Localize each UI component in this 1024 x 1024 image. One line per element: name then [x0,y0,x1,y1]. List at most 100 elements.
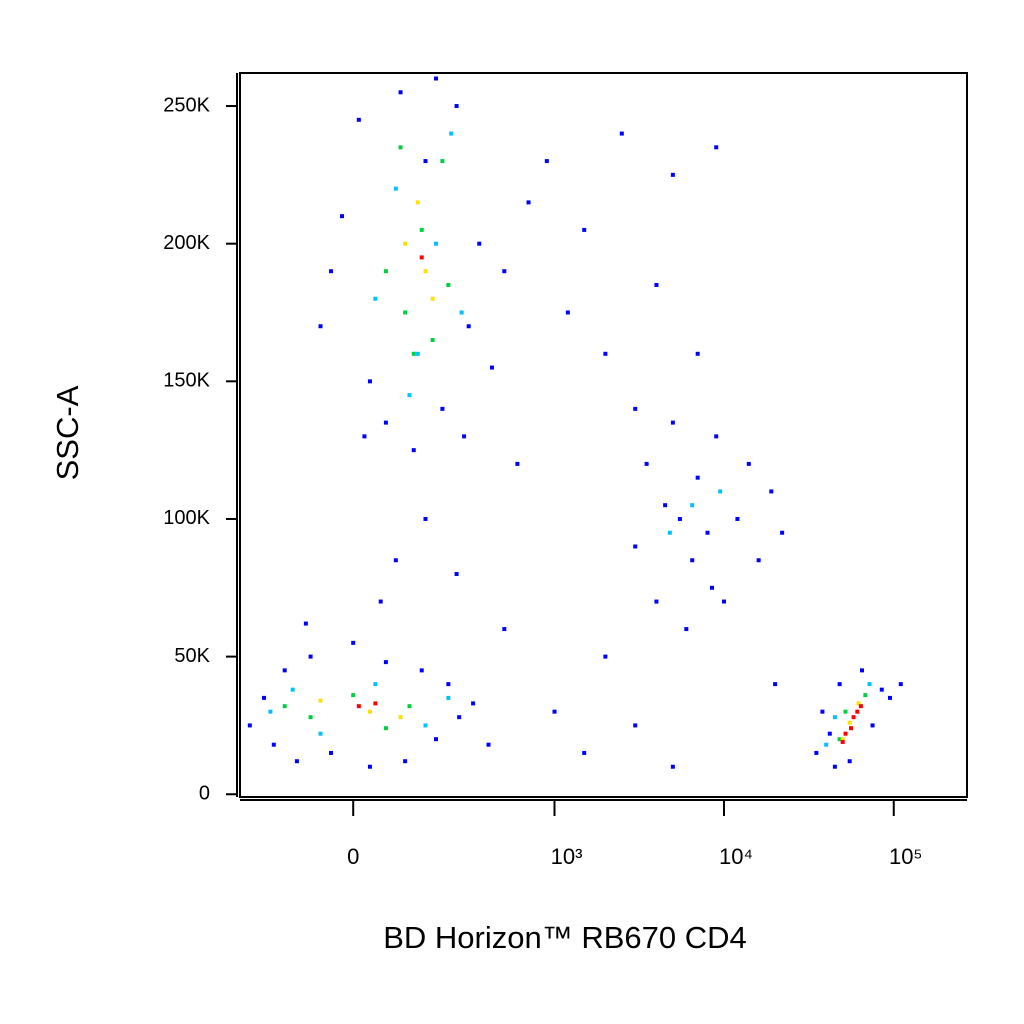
dot [721,599,726,604]
dot [423,723,428,728]
dot [351,693,356,698]
dot [663,503,668,508]
dot [440,406,445,411]
dot [515,461,520,466]
dot [837,682,842,687]
dot [415,351,420,356]
dot [434,241,439,246]
dot [827,731,832,736]
dot [709,585,714,590]
dot [552,709,557,714]
dot [403,241,408,246]
dot [856,701,861,706]
dot [832,715,837,720]
dot [855,709,860,714]
dot [633,406,638,411]
dot [367,379,372,384]
dot [329,750,334,755]
dot [619,131,624,136]
dot [840,737,845,742]
dot [303,621,308,626]
dot [859,668,864,673]
dot [670,172,675,177]
dot [440,159,445,164]
dot [870,723,875,728]
dot [714,434,719,439]
dot [887,695,892,700]
dot [746,461,751,466]
dot [633,723,638,728]
dot [262,695,267,700]
dot [843,731,848,736]
dot [430,296,435,301]
dot [454,104,459,109]
dot [318,324,323,329]
dot [462,434,467,439]
x-tick-label: 10⁴ [719,844,753,869]
dot [423,269,428,274]
dot [415,200,420,205]
dot [837,737,842,742]
dot [446,282,451,287]
dot [858,704,863,709]
dot [373,682,378,687]
dot [383,726,388,731]
x-tick-label: 10³ [551,844,583,869]
dot [268,709,273,714]
dot [403,759,408,764]
dot [582,750,587,755]
dot [773,682,778,687]
dot [851,715,856,720]
dot [356,117,361,122]
dot [879,687,884,692]
dot [454,572,459,577]
dot [769,489,774,494]
dot [582,227,587,232]
dot [847,720,852,725]
dot [407,393,412,398]
dot [466,324,471,329]
dot [820,709,825,714]
dot [489,365,494,370]
dot [419,227,424,232]
x-tick-label: 0 [347,844,359,869]
dot [849,726,854,731]
dot [714,145,719,150]
dot [423,159,428,164]
dot [695,475,700,480]
dot [383,269,388,274]
plot-frame [239,72,968,798]
dot [544,159,549,164]
dot [603,654,608,659]
y-tick-label: 100K [163,507,210,529]
dot [457,715,462,720]
dot [670,420,675,425]
dot [718,489,723,494]
dot [356,704,361,709]
dot [814,750,819,755]
dot [644,461,649,466]
dot [526,200,531,205]
dot [308,715,313,720]
dot [863,693,868,698]
dot [633,544,638,549]
dot [434,76,439,81]
dot [756,558,761,563]
dot [398,90,403,95]
dot [449,131,454,136]
dot [565,310,570,315]
y-tick-label: 0 [199,783,210,805]
dot [486,742,491,747]
dot [271,742,276,747]
dot [670,764,675,769]
dot [373,701,378,706]
x-tick-label: 10⁵ [889,844,923,869]
dot [290,687,295,692]
dot [294,759,299,764]
dot [367,764,372,769]
dot [654,599,659,604]
dot [367,709,372,714]
dot [419,668,424,673]
dot [690,558,695,563]
dot [824,742,829,747]
